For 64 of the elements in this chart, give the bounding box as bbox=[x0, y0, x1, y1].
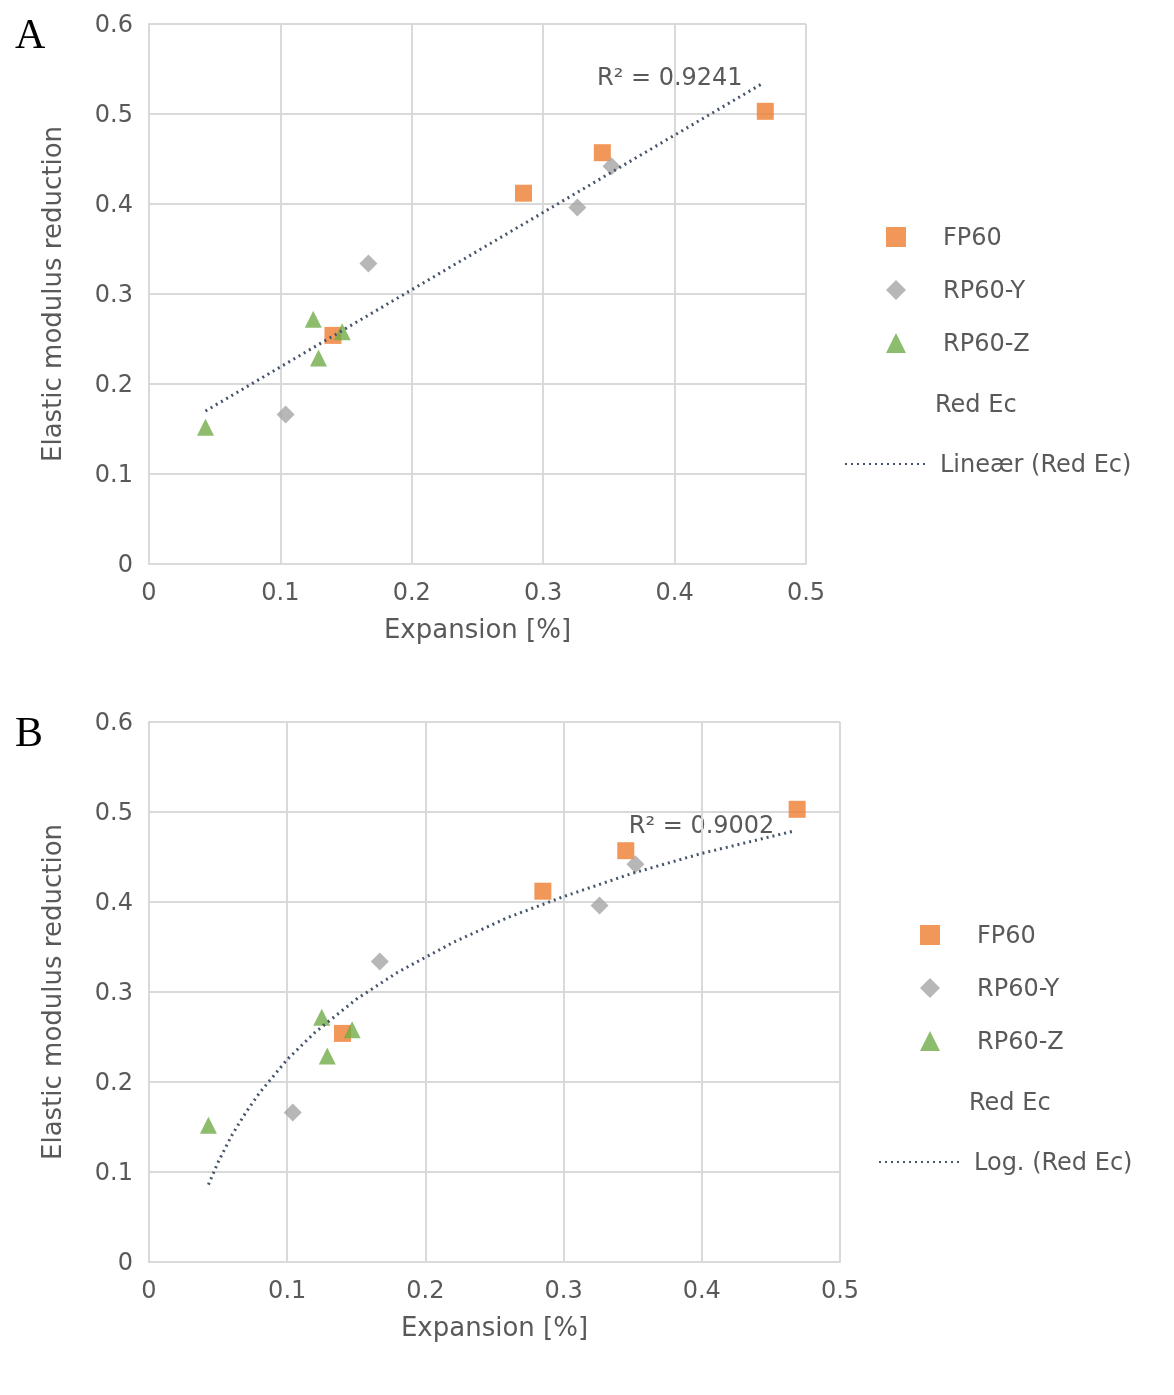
y-tick-label: 0.2 bbox=[94, 1068, 133, 1096]
x-tick-label: 0.4 bbox=[655, 578, 694, 606]
legend-label: Lineær (Red Ec) bbox=[940, 450, 1132, 478]
chart-title: A bbox=[15, 11, 46, 57]
annotation: R² = 0.9241 bbox=[597, 63, 743, 92]
x-tick-label: 0.1 bbox=[268, 1276, 307, 1304]
point bbox=[318, 1047, 336, 1065]
x-tick-label: 0.3 bbox=[524, 578, 563, 606]
point bbox=[283, 1103, 302, 1122]
point bbox=[788, 800, 806, 818]
legend-label: RP60-Y bbox=[977, 974, 1060, 1002]
legend-label: FP60 bbox=[943, 223, 1002, 251]
x-axis-title: Expansion [%] bbox=[383, 614, 572, 644]
text: Red Ec bbox=[935, 390, 1017, 418]
point bbox=[276, 405, 295, 424]
point bbox=[617, 842, 635, 860]
y-tick-label: 0.3 bbox=[94, 280, 133, 308]
point bbox=[197, 418, 214, 436]
point bbox=[359, 254, 378, 273]
point bbox=[534, 882, 552, 900]
point bbox=[568, 198, 587, 217]
x-axis-title: Expansion [%] bbox=[400, 1312, 589, 1342]
x-tick-label: 0.4 bbox=[682, 1276, 721, 1304]
y-tick-label: 0.4 bbox=[94, 888, 133, 916]
point bbox=[593, 144, 611, 162]
legend-label: RP60-Y bbox=[943, 276, 1026, 304]
point bbox=[304, 310, 322, 328]
x-tick-label: 0 bbox=[141, 578, 157, 606]
x-tick-label: 0.2 bbox=[392, 578, 431, 606]
chart-title: B bbox=[15, 709, 44, 755]
x-tick-label: 0 bbox=[141, 1276, 157, 1304]
point bbox=[310, 349, 328, 367]
y-tick-label: 0.2 bbox=[94, 370, 133, 398]
y-tick-label: 0 bbox=[117, 550, 133, 578]
point bbox=[313, 1008, 331, 1026]
point bbox=[370, 952, 389, 971]
y-axis-title: Elastic modulus reduction bbox=[37, 125, 67, 463]
y-tick-label: 0.1 bbox=[94, 460, 133, 488]
x-tick-label: 0.5 bbox=[786, 578, 826, 606]
y-tick-label: 0.6 bbox=[94, 708, 133, 736]
legend-label: FP60 bbox=[977, 921, 1036, 949]
y-tick-label: 0.1 bbox=[94, 1158, 133, 1186]
y-tick-label: 0.6 bbox=[94, 10, 133, 38]
legend-label: RP60-Z bbox=[943, 329, 1030, 357]
point bbox=[514, 184, 532, 202]
y-tick-label: 0.4 bbox=[94, 190, 133, 218]
x-tick-label: 0.1 bbox=[261, 578, 300, 606]
point bbox=[602, 157, 621, 176]
legend-label: Log. (Red Ec) bbox=[974, 1148, 1133, 1176]
y-tick-label: 0.3 bbox=[94, 978, 133, 1006]
point bbox=[756, 102, 774, 120]
text: Red Ec bbox=[969, 1088, 1051, 1116]
x-tick-label: 0.2 bbox=[406, 1276, 445, 1304]
x-tick-label: 0.3 bbox=[544, 1276, 583, 1304]
legend-label: RP60-Z bbox=[977, 1027, 1064, 1055]
y-tick-label: 0 bbox=[117, 1248, 133, 1276]
point bbox=[199, 1116, 217, 1134]
y-tick-label: 0.5 bbox=[94, 100, 133, 128]
y-axis-title: Elastic modulus reduction bbox=[37, 823, 67, 1161]
point bbox=[626, 855, 645, 874]
point bbox=[343, 1021, 361, 1039]
point bbox=[590, 896, 609, 915]
y-tick-label: 0.5 bbox=[94, 798, 133, 826]
x-tick-label: 0.5 bbox=[820, 1276, 860, 1304]
